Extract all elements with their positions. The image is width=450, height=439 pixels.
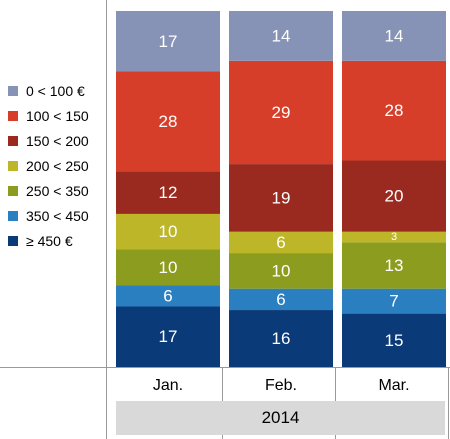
legend-item: 250 < 350 bbox=[8, 178, 89, 203]
legend-label: 0 < 100 € bbox=[26, 82, 85, 99]
bar-segment bbox=[229, 310, 333, 367]
bar-segment bbox=[342, 60, 446, 161]
bar-segment bbox=[229, 60, 333, 165]
bar-segment bbox=[116, 171, 220, 214]
legend-item: ≥ 450 € bbox=[8, 228, 89, 253]
data-label: 19 bbox=[272, 188, 291, 207]
legend-item: 150 < 200 bbox=[8, 128, 89, 153]
legend-item: 100 < 150 bbox=[8, 103, 89, 128]
legend-swatch bbox=[8, 110, 18, 121]
legend-item: 0 < 100 € bbox=[8, 78, 89, 103]
data-label: 17 bbox=[159, 327, 178, 346]
x-tick-label: Mar. bbox=[378, 377, 409, 394]
bar-segment bbox=[229, 288, 333, 311]
year-label: 2014 bbox=[261, 408, 300, 427]
data-label: 14 bbox=[385, 26, 404, 45]
data-label: 17 bbox=[159, 32, 178, 51]
legend-label: 250 < 350 bbox=[26, 182, 89, 199]
data-label: 16 bbox=[272, 329, 291, 348]
legend-swatch bbox=[8, 235, 18, 246]
legend-swatch bbox=[8, 210, 18, 221]
data-label: 10 bbox=[159, 222, 178, 241]
legend-swatch bbox=[8, 185, 18, 196]
legend-label: ≥ 450 € bbox=[26, 232, 73, 249]
legend-swatch bbox=[8, 135, 18, 146]
legend-item: 350 < 450 bbox=[8, 203, 89, 228]
bar-segment bbox=[342, 11, 446, 61]
legend-label: 150 < 200 bbox=[26, 132, 89, 149]
data-label: 28 bbox=[385, 101, 404, 120]
bar-segment bbox=[116, 285, 220, 307]
data-label: 3 bbox=[391, 231, 397, 243]
bar-segment bbox=[116, 11, 220, 72]
data-label: 13 bbox=[385, 256, 404, 275]
bar-segment bbox=[229, 164, 333, 232]
data-label: 10 bbox=[159, 258, 178, 277]
data-label: 12 bbox=[159, 183, 178, 202]
data-label: 7 bbox=[389, 292, 398, 311]
bar-segment bbox=[342, 242, 446, 289]
bar-segment bbox=[342, 288, 446, 314]
bar-segment bbox=[342, 231, 446, 243]
data-label: 29 bbox=[272, 103, 291, 122]
x-tick-label: Feb. bbox=[265, 377, 297, 394]
bar-segment bbox=[342, 160, 446, 232]
legend: 0 < 100 € 100 < 150 150 < 200 200 < 250 … bbox=[8, 78, 89, 253]
x-tick-label: Jan. bbox=[153, 377, 183, 394]
legend-item: 200 < 250 bbox=[8, 153, 89, 178]
bar-segment bbox=[116, 249, 220, 286]
data-label: 6 bbox=[163, 286, 172, 305]
bar-segment bbox=[116, 71, 220, 172]
legend-swatch bbox=[8, 160, 18, 171]
data-label: 6 bbox=[276, 290, 285, 309]
data-label: 10 bbox=[272, 261, 291, 280]
bar-segment bbox=[229, 11, 333, 61]
data-label: 14 bbox=[272, 26, 291, 45]
bar-segment bbox=[229, 253, 333, 289]
legend-label: 100 < 150 bbox=[26, 107, 89, 124]
bar-segment bbox=[229, 231, 333, 254]
bar-segment bbox=[342, 313, 446, 367]
year-group-box: 2014 bbox=[116, 401, 445, 435]
legend-swatch bbox=[8, 85, 18, 96]
data-label: 6 bbox=[276, 233, 285, 252]
legend-label: 350 < 450 bbox=[26, 207, 89, 224]
data-label: 15 bbox=[385, 331, 404, 350]
data-label: 28 bbox=[159, 112, 178, 131]
data-label: 20 bbox=[385, 187, 404, 206]
bars-layer: 17 6 10 10 12 28 17 16 6 10 6 19 29 14 15 7 13 3 20 28 14 bbox=[116, 11, 446, 367]
bar-segment bbox=[116, 306, 220, 367]
bar-segment bbox=[116, 213, 220, 250]
legend-label: 200 < 250 bbox=[26, 157, 89, 174]
